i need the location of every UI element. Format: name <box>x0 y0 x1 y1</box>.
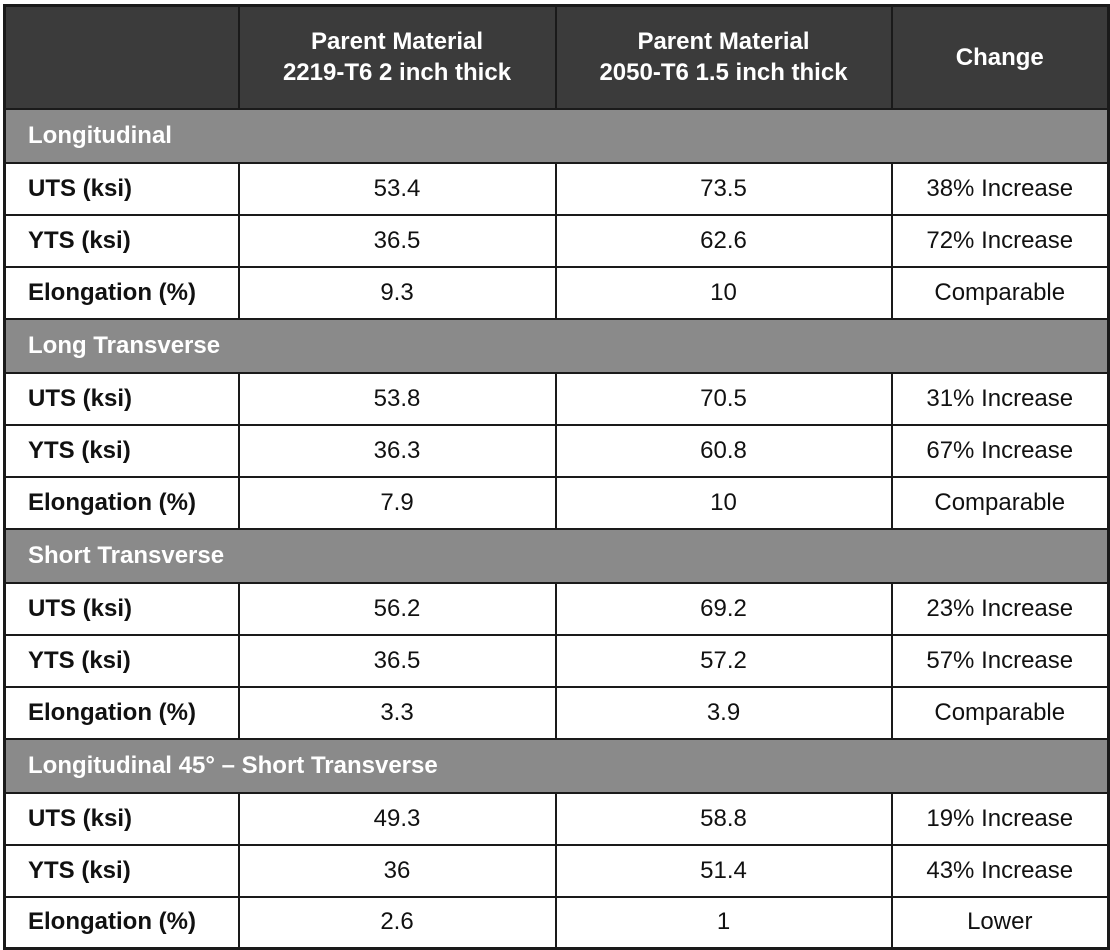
table-row: UTS (ksi) 56.2 69.2 23% Increase <box>3 581 1110 636</box>
change-cell: 67% Increase <box>890 423 1110 478</box>
value-2050-cell: 73.5 <box>554 161 893 216</box>
value-2050-cell: 60.8 <box>554 423 893 478</box>
property-cell: Elongation (%) <box>3 475 240 530</box>
header-row: Parent Material 2219-T6 2 inch thick Par… <box>3 4 1110 110</box>
table-row: UTS (ksi) 53.4 73.5 38% Increase <box>3 161 1110 216</box>
header-2050-line2: 2050-T6 1.5 inch thick <box>599 59 848 87</box>
property-cell: UTS (ksi) <box>3 791 240 846</box>
value-2050-cell: 10 <box>554 475 893 530</box>
value-2219-cell: 7.9 <box>237 475 557 530</box>
section-row: Long Transverse <box>3 317 1110 374</box>
header-2219-cell: Parent Material 2219-T6 2 inch thick <box>237 4 557 110</box>
header-2219-line1: Parent Material <box>310 28 484 56</box>
value-2219-cell: 49.3 <box>237 791 557 846</box>
change-cell: Comparable <box>890 475 1110 530</box>
table-row: YTS (ksi) 36 51.4 43% Increase <box>3 843 1110 898</box>
header-2050-cell: Parent Material 2050-T6 1.5 inch thick <box>554 4 893 110</box>
change-cell: 19% Increase <box>890 791 1110 846</box>
change-cell: 72% Increase <box>890 213 1110 268</box>
change-cell: 23% Increase <box>890 581 1110 636</box>
value-2050-cell: 57.2 <box>554 633 893 688</box>
value-2219-cell: 36.3 <box>237 423 557 478</box>
change-cell: Comparable <box>890 265 1110 320</box>
table-row: UTS (ksi) 49.3 58.8 19% Increase <box>3 791 1110 846</box>
header-2219-line2: 2219-T6 2 inch thick <box>282 59 512 87</box>
header-corner-cell <box>3 4 240 110</box>
table-row: YTS (ksi) 36.3 60.8 67% Increase <box>3 423 1110 478</box>
change-cell: 57% Increase <box>890 633 1110 688</box>
table-row: YTS (ksi) 36.5 62.6 72% Increase <box>3 213 1110 268</box>
section-title: Short Transverse <box>3 527 1110 584</box>
section-row: Short Transverse <box>3 527 1110 584</box>
property-cell: YTS (ksi) <box>3 423 240 478</box>
value-2219-cell: 53.4 <box>237 161 557 216</box>
section-title: Longitudinal <box>3 107 1110 164</box>
property-cell: Elongation (%) <box>3 685 240 740</box>
value-2050-cell: 10 <box>554 265 893 320</box>
value-2219-cell: 36.5 <box>237 633 557 688</box>
value-2219-cell: 3.3 <box>237 685 557 740</box>
section-title: Longitudinal 45° – Short Transverse <box>3 737 1110 794</box>
table-row: Elongation (%) 9.3 10 Comparable <box>3 265 1110 320</box>
value-2219-cell: 36.5 <box>237 213 557 268</box>
value-2050-cell: 69.2 <box>554 581 893 636</box>
table-row: Elongation (%) 7.9 10 Comparable <box>3 475 1110 530</box>
material-properties-table: Parent Material 2219-T6 2 inch thick Par… <box>3 4 1110 950</box>
property-cell: Elongation (%) <box>3 895 240 950</box>
value-2050-cell: 1 <box>554 895 893 950</box>
section-title: Long Transverse <box>3 317 1110 374</box>
change-cell: Comparable <box>890 685 1110 740</box>
header-2050-line1: Parent Material <box>637 28 810 56</box>
table-row: YTS (ksi) 36.5 57.2 57% Increase <box>3 633 1110 688</box>
change-cell: 38% Increase <box>890 161 1110 216</box>
value-2050-cell: 3.9 <box>554 685 893 740</box>
property-cell: YTS (ksi) <box>3 843 240 898</box>
value-2219-cell: 2.6 <box>237 895 557 950</box>
header-change-cell: Change <box>890 4 1110 110</box>
property-cell: YTS (ksi) <box>3 633 240 688</box>
property-cell: YTS (ksi) <box>3 213 240 268</box>
value-2219-cell: 53.8 <box>237 371 557 426</box>
property-cell: UTS (ksi) <box>3 161 240 216</box>
value-2219-cell: 9.3 <box>237 265 557 320</box>
table-row: UTS (ksi) 53.8 70.5 31% Increase <box>3 371 1110 426</box>
value-2050-cell: 62.6 <box>554 213 893 268</box>
change-cell: 43% Increase <box>890 843 1110 898</box>
property-cell: Elongation (%) <box>3 265 240 320</box>
value-2219-cell: 36 <box>237 843 557 898</box>
section-row: Longitudinal 45° – Short Transverse <box>3 737 1110 794</box>
section-row: Longitudinal <box>3 107 1110 164</box>
change-cell: Lower <box>890 895 1110 950</box>
value-2050-cell: 58.8 <box>554 791 893 846</box>
table-row: Elongation (%) 2.6 1 Lower <box>3 895 1110 950</box>
value-2050-cell: 70.5 <box>554 371 893 426</box>
property-cell: UTS (ksi) <box>3 581 240 636</box>
value-2050-cell: 51.4 <box>554 843 893 898</box>
property-cell: UTS (ksi) <box>3 371 240 426</box>
change-cell: 31% Increase <box>890 371 1110 426</box>
value-2219-cell: 56.2 <box>237 581 557 636</box>
table-row: Elongation (%) 3.3 3.9 Comparable <box>3 685 1110 740</box>
